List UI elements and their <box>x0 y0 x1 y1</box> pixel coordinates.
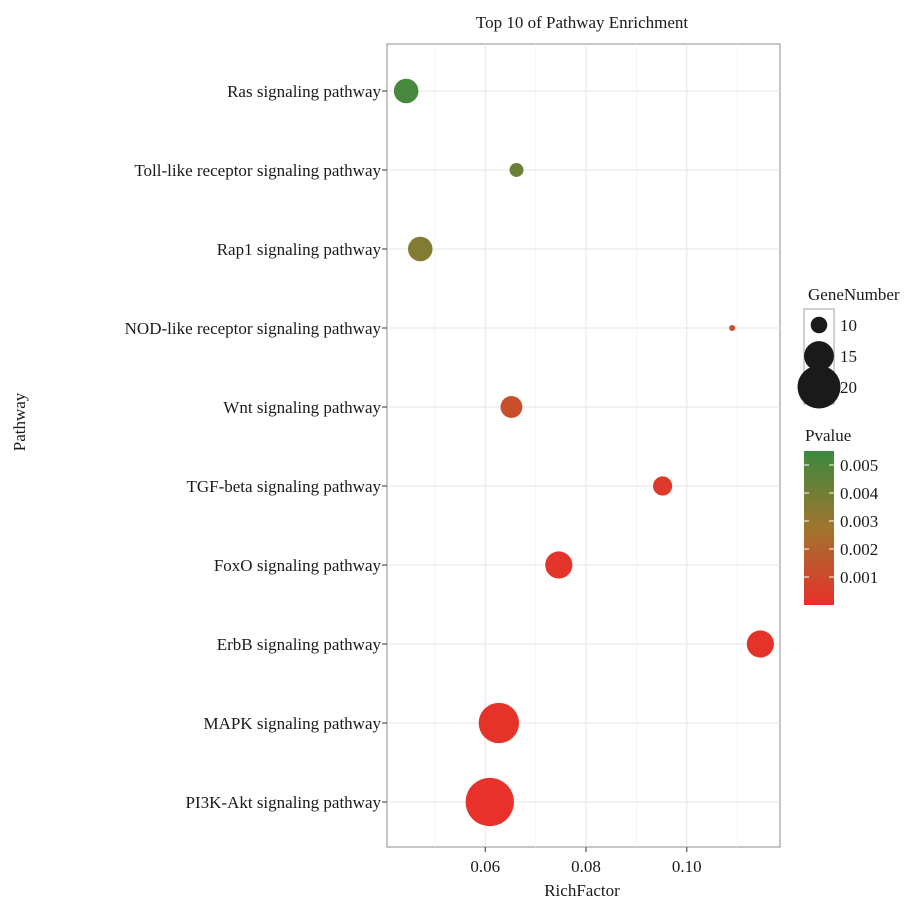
colorbar-label: 0.001 <box>840 568 878 587</box>
size-legend-title: GeneNumber <box>808 285 900 304</box>
data-point <box>509 163 524 177</box>
colorbar-label: 0.003 <box>840 512 878 531</box>
size-legend-key <box>804 341 834 371</box>
y-tick-label: Toll-like receptor signaling pathway <box>134 161 381 180</box>
size-legend-key <box>797 365 841 409</box>
data-point <box>407 236 433 262</box>
data-point <box>500 396 523 418</box>
data-point <box>478 702 520 744</box>
data-point <box>545 551 573 579</box>
data-point <box>746 630 774 658</box>
size-legend-label: 20 <box>840 378 857 397</box>
x-axis-ticks: 0.06 0.08 0.10 <box>470 847 702 876</box>
y-tick-label: NOD-like receptor signaling pathway <box>125 319 382 338</box>
x-axis-label: RichFactor <box>544 881 620 900</box>
pvalue-colorbar <box>804 451 834 605</box>
chart-title: Top 10 of Pathway Enrichment <box>476 13 688 32</box>
y-tick-label: PI3K-Akt signaling pathway <box>186 793 382 812</box>
y-tick-label: Rap1 signaling pathway <box>217 240 382 259</box>
data-point <box>652 476 673 496</box>
y-tick-label: Wnt signaling pathway <box>223 398 381 417</box>
size-legend: GeneNumber 10 15 20 <box>797 285 900 409</box>
plot-panel <box>386 43 781 848</box>
x-tick-label: 0.08 <box>571 857 601 876</box>
grid-lines <box>387 44 780 847</box>
y-tick-label: MAPK signaling pathway <box>203 714 381 733</box>
color-legend: Pvalue 0.005 0.004 0.003 0.002 0.001 <box>804 426 879 605</box>
colorbar-label: 0.004 <box>840 484 879 503</box>
y-tick-label: ErbB signaling pathway <box>217 635 382 654</box>
size-legend-label: 15 <box>840 347 857 366</box>
size-legend-label: 10 <box>840 316 857 335</box>
colorbar-label: 0.002 <box>840 540 878 559</box>
color-legend-title: Pvalue <box>805 426 851 445</box>
y-axis-label: Pathway <box>10 392 29 451</box>
data-points <box>393 78 774 827</box>
data-point <box>465 777 514 827</box>
y-tick-label: TGF-beta signaling pathway <box>186 477 381 496</box>
size-legend-key <box>810 316 828 334</box>
y-tick-label: FoxO signaling pathway <box>214 556 382 575</box>
data-point <box>729 324 736 332</box>
x-tick-label: 0.06 <box>470 857 500 876</box>
colorbar-label: 0.005 <box>840 456 878 475</box>
x-tick-label: 0.10 <box>672 857 702 876</box>
data-point <box>393 78 419 104</box>
y-tick-label: Ras signaling pathway <box>227 82 381 101</box>
y-axis-ticks: Ras signaling pathway Toll-like receptor … <box>125 82 387 812</box>
